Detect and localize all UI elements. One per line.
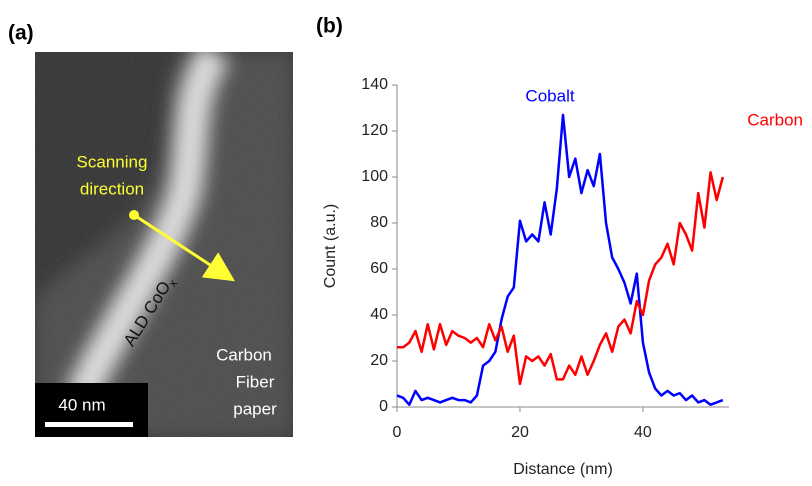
scale-label: 40 nm: [58, 395, 105, 414]
scan-arrow: [133, 213, 236, 282]
y-tick-label: 0: [379, 398, 388, 415]
x-tick-label: 40: [634, 424, 652, 441]
x-tick-label: 20: [511, 424, 529, 441]
series-label: Carbon: [747, 110, 803, 129]
substrate-text: paper: [233, 399, 277, 418]
panel-label: (b): [316, 15, 343, 38]
micrograph: [35, 52, 293, 437]
y-tick-label: 140: [361, 76, 388, 93]
y-axis-label: Count (a.u.): [322, 204, 339, 288]
scan-text: direction: [80, 179, 144, 198]
scale-bar: [45, 422, 133, 427]
scale-box: [35, 383, 148, 437]
y-tick-label: 120: [361, 122, 388, 139]
panel-label: (a): [8, 22, 34, 45]
image-noise: [35, 52, 293, 437]
x-axis-label: Distance (nm): [513, 461, 613, 478]
scan-text: Scanning: [77, 152, 148, 171]
y-tick-label: 60: [370, 260, 388, 277]
substrate-text: Fiber: [236, 372, 275, 391]
series-line: [397, 171, 725, 386]
y-tick-label: 20: [370, 352, 388, 369]
y-tick-label: 40: [370, 306, 388, 323]
x-tick-label: 0: [393, 424, 402, 441]
series-line: [396, 113, 724, 406]
y-tick-label: 100: [361, 168, 388, 185]
substrate-text: Carbon: [216, 345, 272, 364]
y-tick-label: 80: [370, 214, 388, 231]
series-label: Cobalt: [525, 86, 574, 105]
